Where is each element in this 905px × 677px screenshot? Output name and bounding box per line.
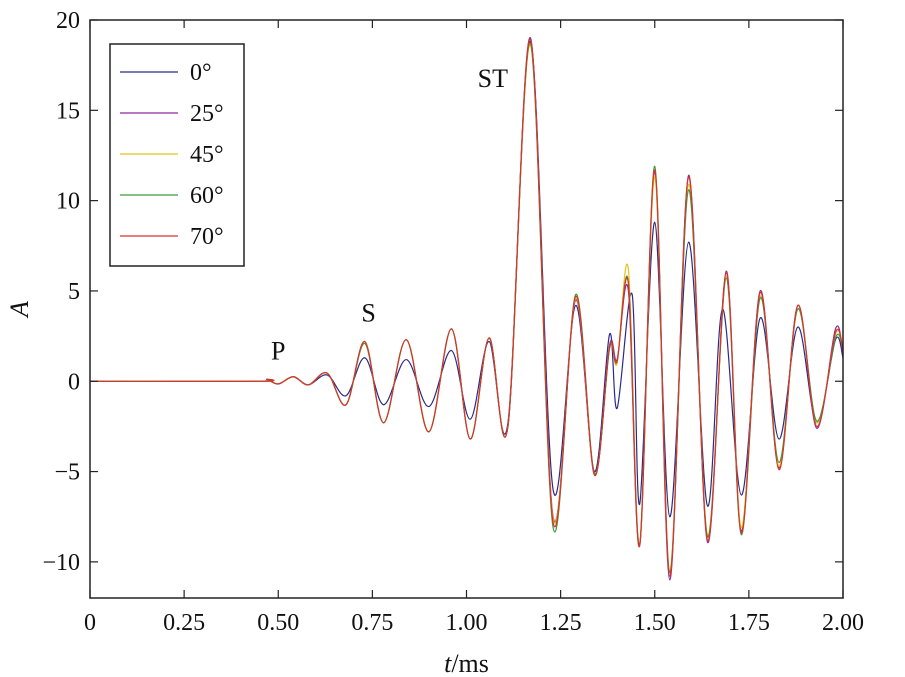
annotation-label: P (271, 337, 285, 366)
x-tick-label: 0.75 (351, 610, 393, 636)
x-tick-label: 1.75 (728, 610, 770, 636)
y-tick-label: −10 (42, 550, 80, 576)
x-axis-label-unit: /ms (451, 649, 489, 677)
legend-label: 70° (190, 224, 224, 250)
legend-label: 0° (190, 60, 212, 86)
annotation-label: S (361, 299, 375, 328)
x-tick-label: 0 (84, 610, 96, 636)
y-tick-label: −5 (54, 460, 80, 486)
legend-label: 25° (190, 101, 224, 127)
annotation-label: ST (478, 64, 508, 93)
legend-items: 0° 25° 45° 60° 70° (120, 60, 224, 250)
x-axis-label-italic: t (444, 649, 452, 677)
annotation-layer: P S ST (271, 64, 508, 366)
y-tick-label: 5 (68, 279, 80, 305)
x-tick-label: 1.00 (446, 610, 488, 636)
x-tick-label: 2.00 (822, 610, 864, 636)
x-tick-label: 1.50 (634, 610, 676, 636)
x-axis-label: t/ms (444, 649, 489, 677)
x-tick-label: 1.25 (540, 610, 582, 636)
y-tick-label: 0 (68, 369, 80, 395)
y-axis-label: A (5, 301, 34, 319)
legend-label: 45° (190, 142, 224, 168)
ticks-layer: 0 0.25 0.50 0.75 1.00 1.25 1.50 1.75 2.00 −10 −5 0 5… (42, 8, 864, 636)
x-tick-label: 0.50 (257, 610, 299, 636)
legend-box (109, 43, 245, 267)
y-tick-label: 10 (56, 189, 80, 215)
series-line-4 (89, 39, 844, 577)
y-tick-label: 20 (56, 8, 80, 34)
x-tick-label: 0.25 (163, 610, 205, 636)
legend-label: 60° (190, 183, 224, 209)
series-line-0 (89, 41, 844, 518)
y-tick-label: 15 (56, 98, 80, 124)
legend: 0° 25° 45° 60° 70° (109, 43, 245, 267)
series-layer (89, 37, 844, 581)
